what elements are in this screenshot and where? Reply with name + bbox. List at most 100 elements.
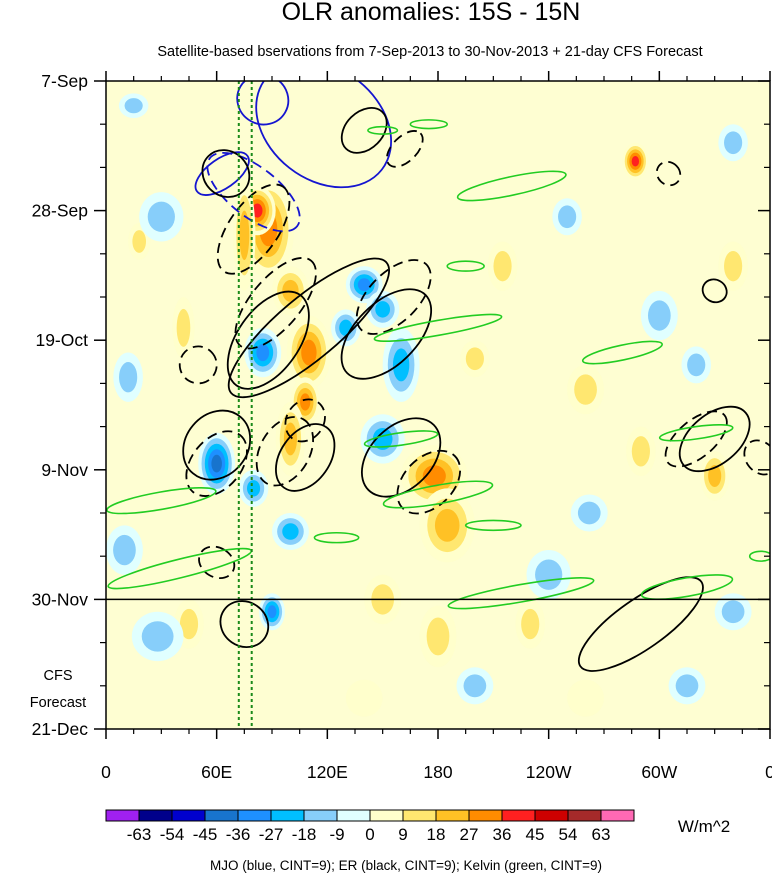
anomaly-blob-14-level-2 — [574, 374, 597, 405]
colorbar-label-5: -18 — [292, 825, 317, 844]
anomaly-blob-13-level-2 — [132, 230, 147, 253]
chart-title: OLR anomalies: 15S - 15N — [282, 0, 581, 26]
er-contours — [178, 107, 770, 672]
colorbar-label-2: -45 — [193, 825, 218, 844]
colorbar: -63 -54 -45 -36 -27 -18 -9 0 9 18 27 36 45 54 63 — [105, 809, 635, 844]
y-tick-label-2: 19-Oct — [35, 330, 88, 350]
x-tick-label-4: 120W — [526, 762, 572, 782]
anomaly-blob-11-level-3 — [708, 465, 722, 487]
y-axis: 7-Sep 28-Sep 19-Oct 9-Nov 30-Nov 21-Dec — [32, 71, 770, 739]
colorbar-label-0: -63 — [127, 825, 152, 844]
er-contour-10 — [185, 430, 248, 497]
y-tick-label-3: 9-Nov — [41, 460, 88, 480]
anomaly-blob-45-level-2 — [724, 250, 743, 282]
chart-subtitle: Satellite-based bservations from 7-Sep-2… — [157, 44, 702, 60]
anomaly-blob-42-level-2 — [113, 534, 136, 566]
anomaly-blob-16-level-2 — [465, 347, 484, 371]
anomaly-blob-35-level-2 — [675, 674, 699, 698]
anomaly-blob-18-level-3 — [239, 210, 250, 260]
anomaly-blob-39-level-2 — [124, 98, 143, 114]
anomaly-blob-22-level-4 — [256, 343, 270, 362]
anomaly-blob-40-level-2 — [558, 205, 577, 229]
kelvin-contours — [106, 119, 770, 610]
colorbar-label-8: 9 — [398, 825, 407, 844]
er-contour-18 — [678, 405, 751, 473]
kelvin-contour-0 — [456, 170, 567, 202]
anomaly-blob-10-level-5 — [631, 155, 640, 167]
er-contour-5 — [226, 290, 310, 390]
mjo-contour-1 — [255, 81, 392, 189]
y-tick-label-5: 21-Dec — [32, 719, 89, 739]
kelvin-contour-13 — [464, 519, 522, 532]
colorbar-swatch-2 — [171, 809, 206, 822]
colorbar-label-11: 36 — [493, 825, 512, 844]
y-tick-label-0: 7-Sep — [41, 71, 88, 91]
forecast-label-line1: CFS — [44, 668, 73, 684]
colorbar-swatch-1 — [138, 809, 173, 822]
plot-area — [106, 81, 770, 729]
anomaly-blob-34-level-2 — [687, 353, 706, 377]
anomaly-blob-6-level-4 — [422, 465, 446, 487]
anomaly-blob-5-level-3 — [283, 422, 298, 456]
y-tick-label-1: 28-Sep — [32, 201, 88, 221]
x-tick-label-5: 60W — [641, 762, 677, 782]
colorbar-swatch-13 — [534, 809, 569, 822]
er-contour-4 — [227, 257, 390, 399]
colorbar-label-10: 27 — [460, 825, 479, 844]
anomaly-blob-19-level-4 — [357, 278, 371, 292]
anomaly-blob-12-level-2 — [176, 308, 191, 347]
er-contour-17 — [664, 410, 728, 468]
er-contour-11 — [255, 416, 315, 487]
anomaly-blob-7-level-3 — [434, 508, 460, 542]
kelvin-contour-6 — [106, 487, 217, 515]
er-contour-0 — [340, 107, 388, 154]
anomaly-blob-24-level-3 — [246, 480, 261, 497]
anomaly-blob-30-level-3 — [282, 523, 299, 540]
colorbar-swatch-14 — [567, 809, 602, 822]
colorbar-label-12: 45 — [526, 825, 545, 844]
anomaly-blob-31-level-2 — [535, 559, 563, 590]
colorbar-label-6: -9 — [329, 825, 344, 844]
anomaly-blob-23-level-5 — [211, 454, 222, 473]
anomaly-blob-20-level-3 — [375, 301, 391, 318]
kelvin-contour-11 — [363, 430, 439, 448]
kelvin-contour-4 — [373, 313, 503, 343]
colorbar-swatch-8 — [369, 809, 404, 822]
colorbar-swatch-15 — [600, 809, 635, 822]
er-contour-1 — [385, 130, 424, 168]
anomaly-blob-38-level-2 — [119, 362, 138, 393]
anomaly-blob-15-level-2 — [521, 608, 540, 640]
kelvin-contour-10 — [658, 423, 734, 442]
mjo-contour-3 — [206, 151, 301, 233]
anomaly-blob-27-level-4 — [267, 605, 277, 619]
anomaly-blob-28-level-2 — [147, 201, 175, 232]
anomaly-blob-46-level-1 — [567, 679, 604, 717]
anomaly-blob-47-level-1 — [345, 679, 383, 717]
er-contour-6 — [234, 257, 317, 350]
forecast-label-line2: Forecast — [30, 695, 86, 711]
anomaly-blob-41-level-2 — [724, 131, 743, 155]
colorbar-swatch-4 — [237, 809, 272, 822]
reference-lines — [237, 81, 253, 729]
colorbar-label-9: 18 — [427, 825, 446, 844]
mjo-contour-2 — [194, 151, 250, 196]
x-tick-label-1: 60E — [201, 762, 232, 782]
colorbar-swatch-11 — [468, 809, 503, 822]
colorbar-swatch-7 — [336, 809, 371, 822]
mjo-contours — [194, 81, 392, 233]
anomaly-blob-43-level-2 — [631, 436, 650, 467]
er-contour-23 — [178, 345, 218, 385]
colorbar-label-3: -36 — [226, 825, 251, 844]
er-contour-22 — [655, 160, 682, 187]
er-contour-19 — [743, 439, 770, 476]
colorbar-swatch-10 — [435, 809, 470, 822]
colorbar-label-4: -27 — [259, 825, 284, 844]
anomaly-blob-37-level-2 — [721, 600, 745, 624]
er-contour-8 — [355, 259, 432, 335]
anomaly-blob-29-level-2 — [141, 621, 174, 652]
mjo-contour-0 — [236, 81, 290, 126]
colorbar-label-7: 0 — [365, 825, 374, 844]
anomaly-field — [106, 93, 752, 717]
anomaly-blob-26-level-3 — [372, 427, 393, 450]
